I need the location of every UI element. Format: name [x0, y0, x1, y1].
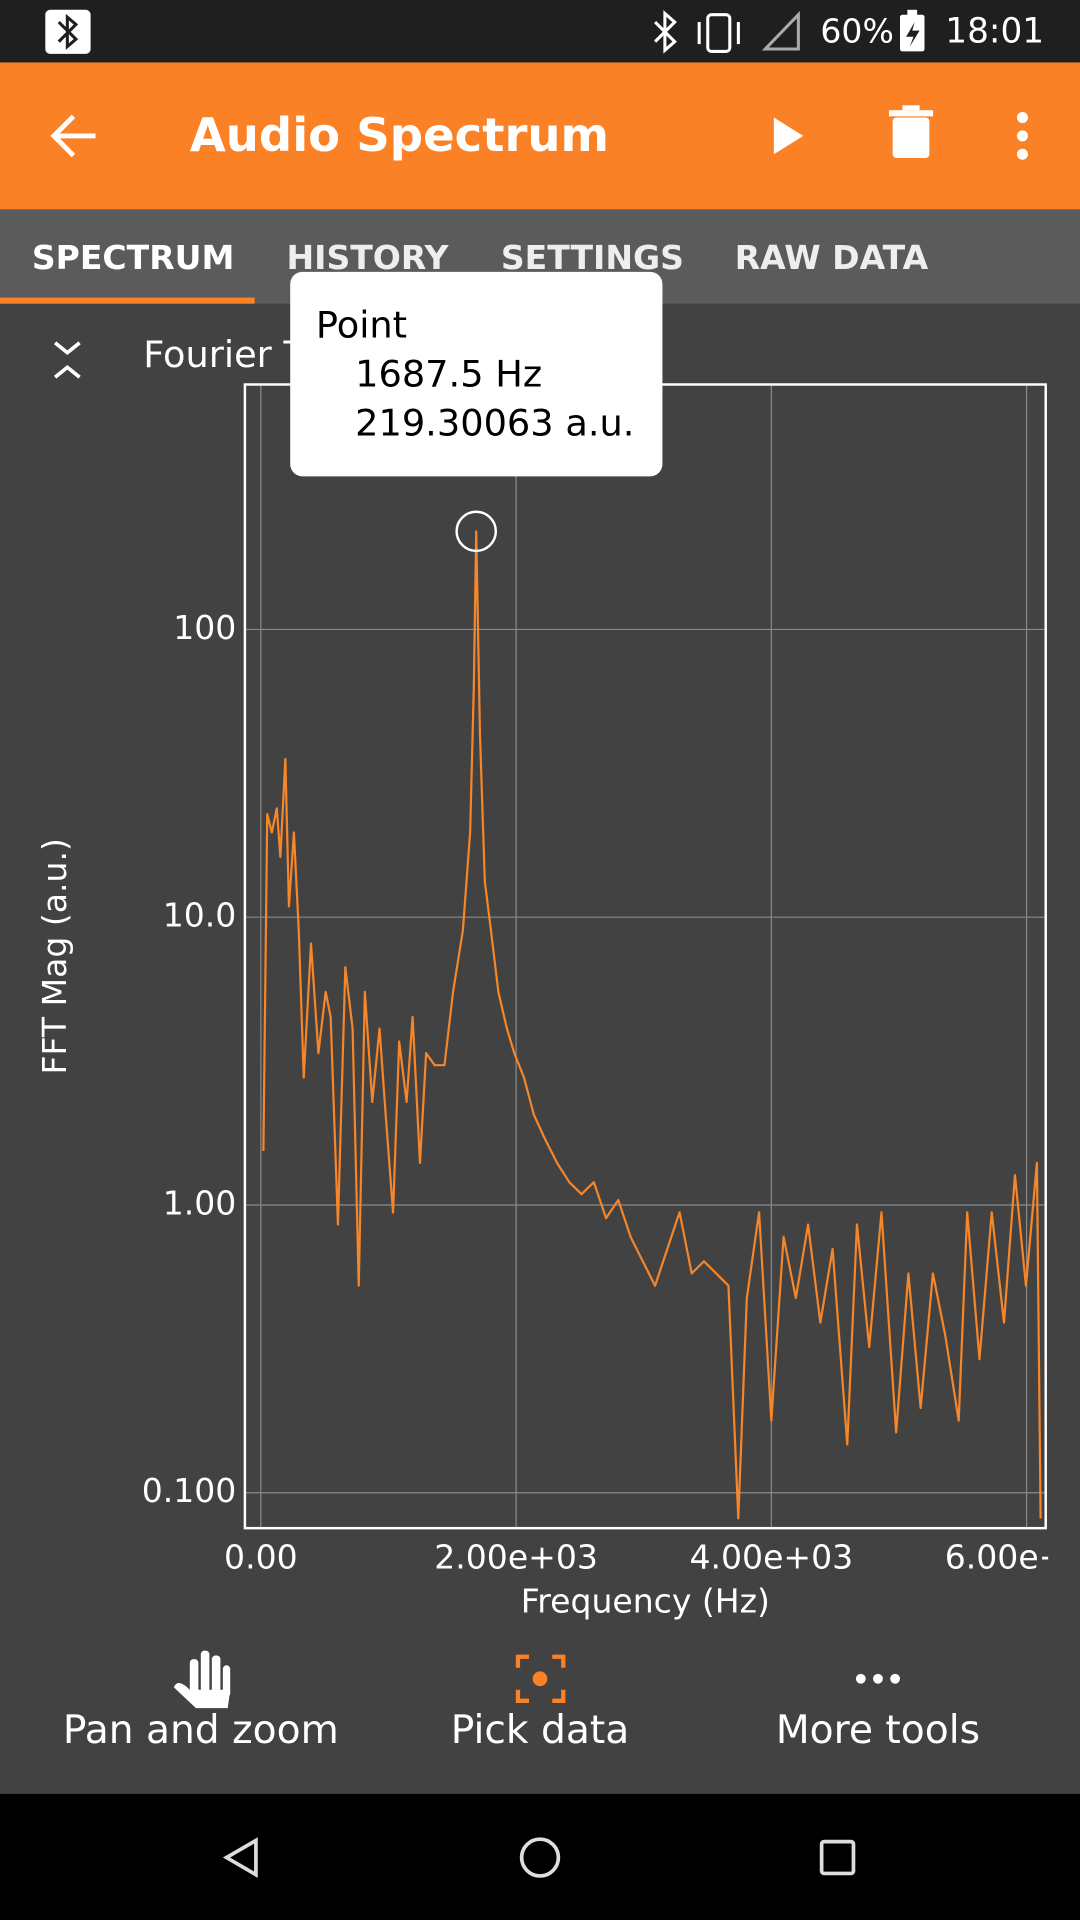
vibrate-icon: [697, 13, 740, 53]
battery-icon: [900, 9, 925, 52]
pan-zoom-icon: [173, 1650, 231, 1709]
tab[interactable]: SETTINGS: [501, 238, 684, 277]
pick-data-icon: [515, 1654, 566, 1703]
tooltip-x: 1687.5 Hz: [355, 352, 542, 395]
overflow-menu[interactable]: [1016, 112, 1028, 160]
x-tick-label: 6.00e+03: [945, 1537, 1080, 1576]
nav-recents[interactable]: [819, 1839, 856, 1876]
tab[interactable]: RAW DATA: [735, 238, 929, 277]
clock: 18:01: [945, 12, 1044, 52]
play-button[interactable]: [773, 117, 804, 155]
spectrum-line: [262, 530, 1042, 1520]
back-button[interactable]: [50, 114, 96, 158]
tooltip: Point 1687.5 Hz 219.30063 a.u.: [290, 271, 663, 477]
x-tick-label: 0.00: [224, 1537, 298, 1576]
more-tools-icon: [855, 1673, 900, 1684]
x-tick-label: 4.00e+03: [690, 1537, 854, 1576]
y-tick-label: 1.00: [163, 1183, 237, 1222]
bluetooth-icon: [654, 10, 677, 54]
nav-home[interactable]: [519, 1837, 561, 1878]
tab-indicator: [0, 297, 255, 304]
plot: 0.100 1.00 10.0 100 0.00 2.00e+03 4.00e+03 6.00…: [142, 383, 1080, 1576]
x-axis-label: Frequency (Hz): [521, 1581, 770, 1620]
toolbar-button[interactable]: More tools: [776, 1708, 980, 1753]
tab[interactable]: SPECTRUM: [32, 238, 235, 277]
bluetooth-badge: [45, 9, 91, 54]
nav-back[interactable]: [222, 1837, 258, 1878]
tooltip-title: Point: [316, 303, 407, 346]
y-axis-label: FFT Mag (a.u.): [35, 838, 74, 1074]
y-tick-label: 100: [173, 608, 236, 647]
tab[interactable]: HISTORY: [287, 238, 450, 277]
battery-text: 60%: [820, 12, 893, 51]
toolbar-button[interactable]: Pan and zoom: [63, 1708, 339, 1753]
app-title: Audio Spectrum: [190, 108, 609, 162]
y-tick-label: 0.100: [142, 1471, 237, 1510]
x-tick-label: 2.00e+03: [434, 1537, 598, 1576]
selected-point: [455, 510, 498, 553]
tooltip-y: 219.30063 a.u.: [355, 401, 634, 444]
signal-icon: [761, 10, 800, 51]
collapse-button[interactable]: [53, 341, 81, 379]
y-tick-label: 10.0: [163, 896, 237, 935]
toolbar-button[interactable]: Pick data: [451, 1708, 630, 1753]
delete-button[interactable]: [888, 105, 934, 158]
nav-bar: [0, 1793, 1080, 1920]
